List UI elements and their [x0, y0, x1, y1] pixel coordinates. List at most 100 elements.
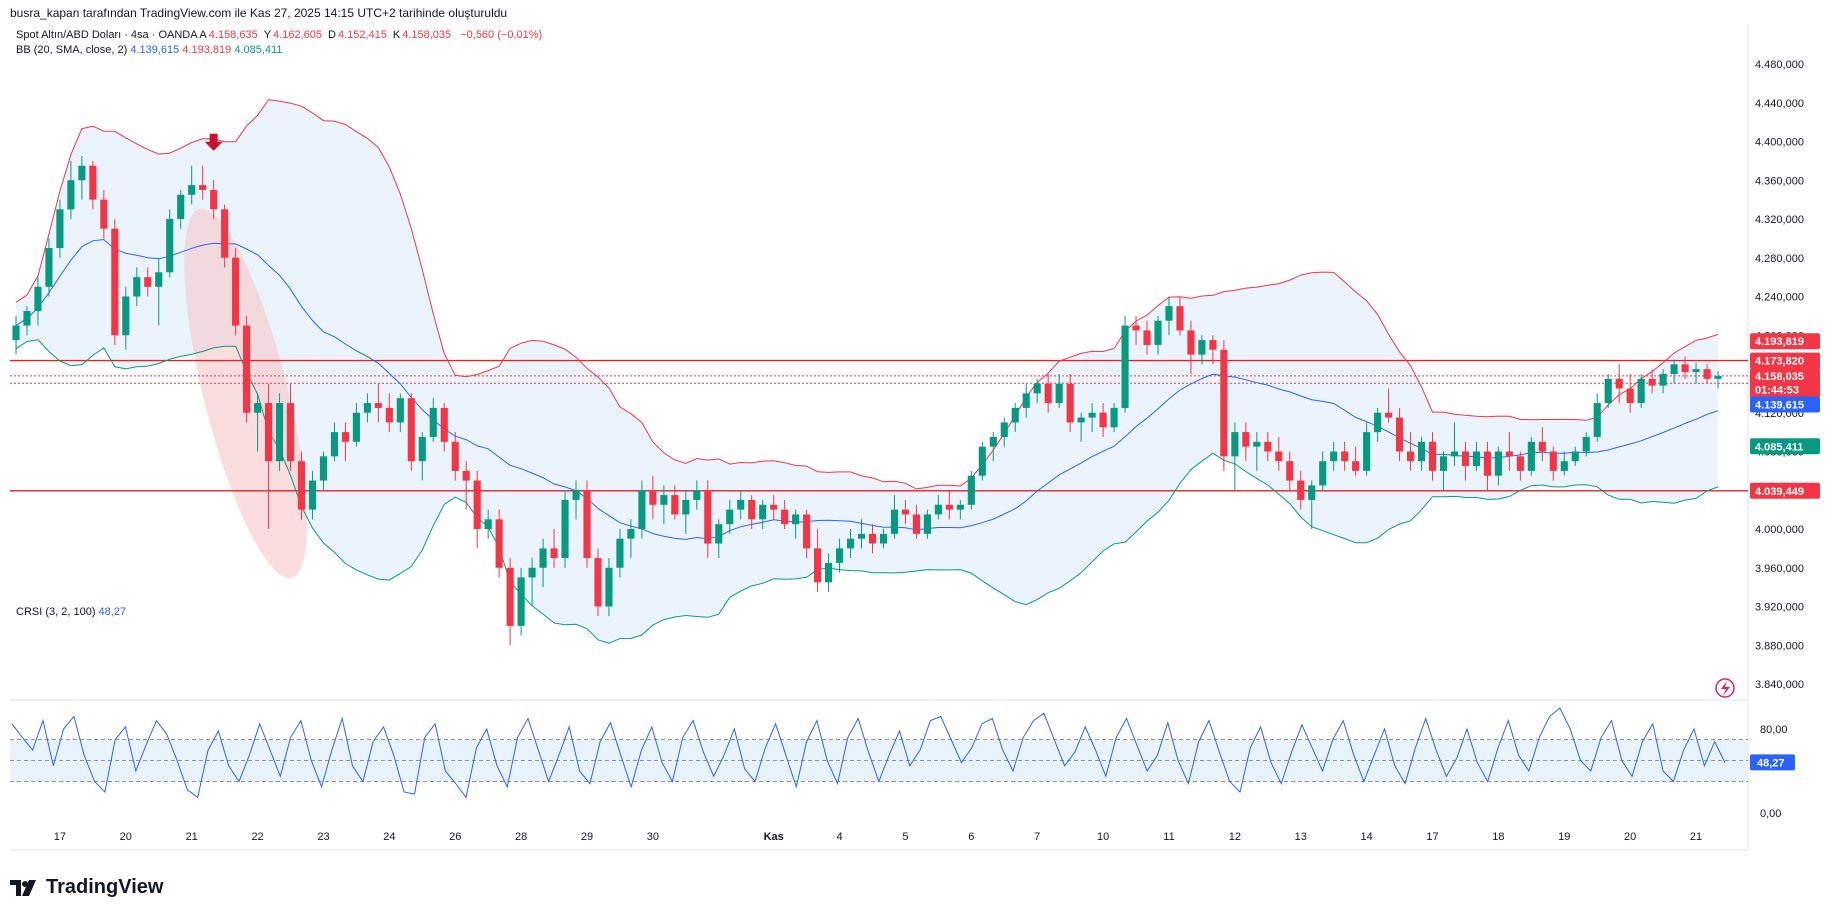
- candle-body: [495, 519, 503, 568]
- candle-body: [341, 432, 349, 442]
- time-tick-label: 13: [1295, 831, 1307, 843]
- candle-body: [1374, 412, 1382, 433]
- candle-body: [429, 407, 437, 437]
- ohlc-key-2: D: [327, 29, 336, 41]
- candle-body: [199, 185, 207, 190]
- candle-body: [1692, 369, 1700, 373]
- price-label-text: 01:44:53: [1755, 385, 1799, 397]
- candle-body: [605, 567, 613, 607]
- candle-body: [1044, 383, 1052, 404]
- ohlc-key-3: K: [392, 29, 401, 41]
- time-tick-label: 19: [1558, 831, 1570, 843]
- time-tick-label: 18: [1492, 831, 1504, 843]
- candle-body: [814, 548, 822, 583]
- candle-body: [901, 509, 910, 515]
- price-tick-label: 3.840,000: [1755, 679, 1804, 691]
- price-label-text: 4.039,449: [1755, 486, 1804, 498]
- candle-body: [144, 277, 152, 287]
- candle-body: [539, 548, 547, 568]
- candle-body: [638, 490, 646, 529]
- candle-body: [122, 296, 130, 336]
- candle-body: [1022, 393, 1030, 408]
- candle-body: [1209, 340, 1217, 350]
- time-tick-label: 22: [251, 831, 263, 843]
- candle-body: [1033, 383, 1041, 394]
- candle-body: [286, 403, 295, 462]
- candle-body: [627, 529, 635, 539]
- price-label-box: [1750, 367, 1820, 384]
- ohlc-value-1: 4.162,605: [273, 29, 322, 41]
- bb-legend[interactable]: BB (20, SMA, close, 2) 4.139,615 4.193,8…: [16, 44, 282, 56]
- candle-body: [857, 533, 866, 539]
- candle-body: [1681, 364, 1689, 373]
- symbol-legend[interactable]: Spot Altın/ABD Doları · 4sa · OANDA A 4.1…: [16, 29, 542, 41]
- candle-body: [792, 514, 800, 525]
- candle-body: [1648, 378, 1656, 386]
- candle-body: [1626, 388, 1634, 404]
- candle-body: [1703, 369, 1711, 379]
- symbol-name: Spot Altın/ABD Doları · 4sa · OANDA: [16, 29, 197, 41]
- crsi-legend[interactable]: CRSI (3, 2, 100) 48,27: [16, 606, 126, 618]
- candle-body: [111, 228, 119, 336]
- candle-body: [1286, 461, 1294, 481]
- candle-body: [1165, 306, 1173, 321]
- candle-body: [319, 456, 328, 481]
- candle-body: [550, 548, 558, 559]
- candle-body: [1385, 412, 1393, 418]
- candle-body: [945, 504, 953, 510]
- candle-body: [934, 504, 942, 515]
- candle-body: [1352, 461, 1360, 471]
- candle-body: [1516, 456, 1524, 471]
- price-label-text: 4.085,411: [1755, 441, 1803, 453]
- crsi-label-text: 48,27: [1757, 757, 1785, 769]
- candle-body: [188, 185, 196, 195]
- candle-body: [1670, 364, 1678, 374]
- time-tick-label: 26: [449, 831, 461, 843]
- candle-body: [254, 403, 262, 413]
- candle-body: [781, 509, 789, 525]
- chart-credit: busra_kapan tarafından TradingView.com i…: [10, 6, 508, 20]
- brand-name: TradingView: [46, 876, 164, 898]
- candle-body: [232, 257, 240, 326]
- price-label-box: [1750, 352, 1820, 369]
- candle-body: [451, 441, 459, 471]
- candle-body: [517, 577, 525, 626]
- candle-body: [1582, 436, 1590, 452]
- candle-body: [846, 538, 855, 549]
- candle-body: [1472, 451, 1481, 467]
- candle-body: [330, 432, 339, 457]
- candle-body: [363, 403, 371, 413]
- crsi-label: CRSI (3, 2, 100): [16, 606, 96, 618]
- time-tick-label: 24: [383, 831, 395, 843]
- price-label-box: [1750, 396, 1820, 413]
- candle-body: [671, 495, 679, 515]
- candle-body: [879, 533, 888, 544]
- candle-body: [978, 446, 986, 476]
- tradingview-logo[interactable]: TradingView: [10, 876, 163, 899]
- candle-body: [890, 509, 899, 534]
- candle-body: [1560, 461, 1568, 471]
- crsi-line: [11, 707, 1726, 799]
- time-tick-label: 10: [1097, 831, 1109, 843]
- candle-body: [726, 509, 734, 525]
- candle-body: [1011, 407, 1019, 423]
- ohlc-values: A 4.158,635 Y 4.162,605 D 4.152,415 K 4.158,035: [199, 29, 457, 41]
- price-tick-label: 4.400,000: [1755, 137, 1804, 149]
- candle-body: [155, 272, 163, 287]
- candle-body: [34, 286, 42, 312]
- candle-body: [1154, 320, 1162, 345]
- candle-body: [1220, 349, 1228, 457]
- candle-body: [12, 325, 20, 341]
- candle-body: [385, 407, 393, 423]
- crsi-tick-label: 0,00: [1760, 808, 1781, 820]
- candle-body: [649, 490, 657, 505]
- candle-body: [308, 480, 317, 510]
- candle-body: [1527, 441, 1535, 471]
- candle-body: [770, 504, 778, 510]
- tradingview-logo-icon: [10, 879, 36, 896]
- candle-body: [1198, 340, 1206, 355]
- price-label-text: 4.173,820: [1755, 356, 1804, 368]
- price-tick-label: 4.000,000: [1755, 524, 1804, 536]
- candle-body: [1406, 451, 1415, 462]
